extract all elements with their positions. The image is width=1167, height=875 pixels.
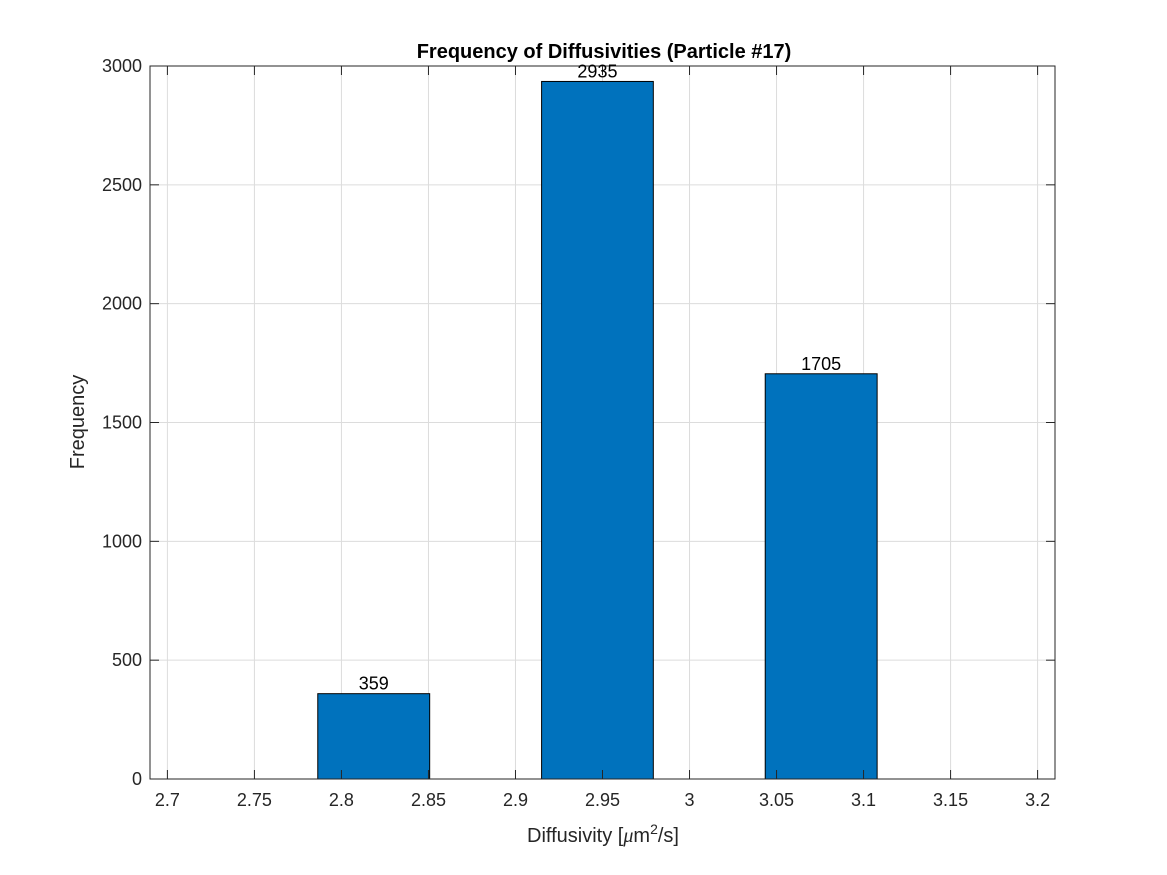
x-tick-label: 2.85	[411, 790, 446, 810]
y-tick-label: 500	[112, 650, 142, 670]
bar-value-label-1: 2935	[577, 61, 617, 81]
axes	[149, 65, 1056, 780]
bar-2	[764, 373, 878, 780]
bar-value-label-0: 359	[359, 674, 389, 694]
x-axis-label-prefix: Diffusivity [	[527, 825, 624, 847]
x-tick-label: 2.7	[155, 790, 180, 810]
x-axis-label-exponent: 2	[650, 821, 658, 837]
x-tick-label: 2.95	[585, 790, 620, 810]
y-tick-label: 0	[132, 769, 142, 789]
tick-labels: 2.7 2.75 2.8 2.85 2.9 2.95 3 3.05 3.1 3.15 3.2 0 500…	[102, 56, 1050, 810]
x-axis-label-m: m	[633, 825, 650, 847]
y-tick-label: 1500	[102, 413, 142, 433]
bar-0	[317, 693, 431, 780]
bars	[317, 80, 878, 780]
x-tick-label: 3.05	[759, 790, 794, 810]
x-tick-label: 3.15	[933, 790, 968, 810]
y-tick-label: 3000	[102, 56, 142, 76]
x-tick-label: 2.75	[237, 790, 272, 810]
x-axis-label-mu: μ	[622, 825, 633, 847]
x-tick-label: 3.1	[851, 790, 876, 810]
x-tick-label: 2.9	[503, 790, 528, 810]
x-tick-label: 3	[685, 790, 695, 810]
bar-value-labels: 359 2935 1705	[359, 61, 841, 693]
y-tick-label: 1000	[102, 531, 142, 551]
x-axis-label-suffix: /s]	[658, 825, 679, 847]
x-axis-label: Diffusivity [μm2/s]	[527, 821, 679, 847]
bar-1	[541, 80, 654, 780]
chart-title: Frequency of Diffusivities (Particle #17…	[417, 41, 792, 63]
x-tick-label: 3.2	[1025, 790, 1050, 810]
bar-value-label-2: 1705	[801, 354, 841, 374]
x-tick-label: 2.8	[329, 790, 354, 810]
y-tick-label: 2500	[102, 175, 142, 195]
y-tick-label: 2000	[102, 294, 142, 314]
y-axis-label: Frequency	[67, 375, 89, 470]
